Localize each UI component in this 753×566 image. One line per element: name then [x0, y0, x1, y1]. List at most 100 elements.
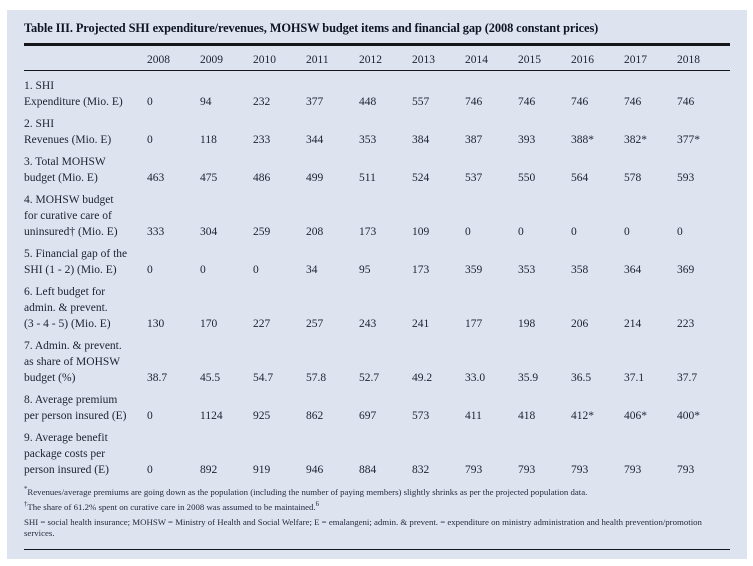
value-cell: 33.0 — [465, 371, 486, 384]
value-cell: 486 — [253, 171, 271, 184]
value-cell: 448 — [359, 95, 377, 108]
value-cell: 304 — [200, 225, 218, 238]
value-cell: 118 — [200, 133, 217, 146]
value-cell: 377 — [306, 95, 324, 108]
value-cell: 52.7 — [359, 371, 380, 384]
value-cell: 499 — [306, 171, 324, 184]
value-cell: 170 — [200, 317, 218, 330]
year-header-cell: 2018 — [677, 45, 730, 71]
table-row: 1. SHI Expenditure (Mio. E) 0 94 232 377 448 5… — [24, 70, 730, 116]
value-cell: 382* — [624, 133, 647, 146]
value-cell: 54.7 — [253, 371, 274, 384]
value-cell: 524 — [412, 171, 430, 184]
year-header-cell: 2014 — [465, 45, 518, 71]
value-cell: 406* — [624, 409, 647, 422]
year-header-cell: 2017 — [624, 45, 677, 71]
value-cell: 49.2 — [412, 371, 433, 384]
footnote-revenues: *Revenues/average premiums are going dow… — [24, 486, 730, 499]
value-cell: 0 — [147, 463, 153, 476]
value-cell: 550 — [518, 171, 536, 184]
value-cell: 177 — [465, 317, 483, 330]
value-cell: 369 — [677, 263, 695, 276]
footnote-curative-share: †The share of 61.2% spent on curative ca… — [24, 500, 730, 514]
year-header-cell: 2008 — [147, 45, 200, 71]
projection-table: 2008 2009 2010 2011 2012 2013 2014 2015 2016 2017… — [24, 45, 730, 484]
footnote-text: SHI = social health insurance; MOHSW = M… — [24, 516, 702, 539]
value-cell: 353 — [359, 133, 377, 146]
value-cell: 400* — [677, 409, 700, 422]
table-row: 7. Admin. & prevent. as share of MOHSW b… — [24, 338, 730, 392]
value-cell: 0 — [253, 263, 259, 276]
value-cell: 919 — [253, 463, 271, 476]
value-cell: 198 — [518, 317, 536, 330]
row-label: 5. Financial gap of the SHI (1 - 2) (Mio… — [24, 247, 128, 276]
footnote-abbreviations: SHI = social health insurance; MOHSW = M… — [24, 517, 730, 540]
value-cell: 573 — [412, 409, 430, 422]
value-cell: 1124 — [200, 409, 223, 422]
value-cell: 95 — [359, 263, 371, 276]
value-cell: 0 — [147, 133, 153, 146]
value-cell: 57.8 — [306, 371, 327, 384]
value-cell: 206 — [571, 317, 589, 330]
value-cell: 353 — [518, 263, 536, 276]
year-header-cell: 2016 — [571, 45, 624, 71]
value-cell: 223 — [677, 317, 695, 330]
year-header-cell: 2009 — [200, 45, 253, 71]
value-cell: 925 — [253, 409, 271, 422]
value-cell: 746 — [465, 95, 483, 108]
value-cell: 697 — [359, 409, 377, 422]
value-cell: 0 — [147, 95, 153, 108]
value-cell: 0 — [571, 225, 577, 238]
value-cell: 793 — [465, 463, 483, 476]
value-cell: 411 — [465, 409, 482, 422]
table-row: 2. SHI Revenues (Mio. E) 0 118 233 344 353 384… — [24, 116, 730, 154]
row-label: 1. SHI Expenditure (Mio. E) — [24, 79, 123, 108]
value-cell: 746 — [518, 95, 536, 108]
row-label: 7. Admin. & prevent. as share of MOHSW b… — [24, 339, 122, 384]
value-cell: 34 — [306, 263, 318, 276]
value-cell: 109 — [412, 225, 430, 238]
value-cell: 0 — [677, 225, 683, 238]
value-cell: 358 — [571, 263, 589, 276]
row-label: 3. Total MOHSW budget (Mio. E) — [24, 155, 106, 184]
table-row: 9. Average benefit package costs per per… — [24, 430, 730, 484]
value-cell: 0 — [518, 225, 524, 238]
value-cell: 578 — [624, 171, 642, 184]
value-cell: 862 — [306, 409, 324, 422]
value-cell: 475 — [200, 171, 218, 184]
value-cell: 511 — [359, 171, 376, 184]
value-cell: 233 — [253, 133, 271, 146]
value-cell: 388* — [571, 133, 594, 146]
dagger-marker: † — [24, 500, 28, 508]
value-cell: 793 — [624, 463, 642, 476]
value-cell: 344 — [306, 133, 324, 146]
value-cell: 593 — [677, 171, 695, 184]
value-cell: 208 — [306, 225, 324, 238]
value-cell: 0 — [200, 263, 206, 276]
year-header-cell: 2012 — [359, 45, 412, 71]
table-panel: Table III. Projected SHI expenditure/rev… — [7, 10, 747, 559]
value-cell: 173 — [359, 225, 377, 238]
value-cell: 832 — [412, 463, 430, 476]
bottom-divider — [24, 548, 730, 551]
value-cell: 537 — [465, 171, 483, 184]
value-cell: 946 — [306, 463, 324, 476]
year-header-cell: 2010 — [253, 45, 306, 71]
value-cell: 377* — [677, 133, 700, 146]
value-cell: 384 — [412, 133, 430, 146]
value-cell: 130 — [147, 317, 165, 330]
value-cell: 227 — [253, 317, 271, 330]
value-cell: 173 — [412, 263, 430, 276]
value-cell: 37.1 — [624, 371, 645, 384]
table-row: 6. Left budget for admin. & prevent. (3 … — [24, 284, 730, 338]
footnotes: *Revenues/average premiums are going dow… — [24, 486, 730, 540]
value-cell: 232 — [253, 95, 271, 108]
value-cell: 793 — [571, 463, 589, 476]
table-row: 8. Average premium per person insured (E… — [24, 392, 730, 430]
value-cell: 0 — [147, 409, 153, 422]
value-cell: 359 — [465, 263, 483, 276]
value-cell: 333 — [147, 225, 165, 238]
footnote-text: Revenues/average premiums are going down… — [27, 486, 588, 497]
value-cell: 746 — [571, 95, 589, 108]
value-cell: 746 — [624, 95, 642, 108]
